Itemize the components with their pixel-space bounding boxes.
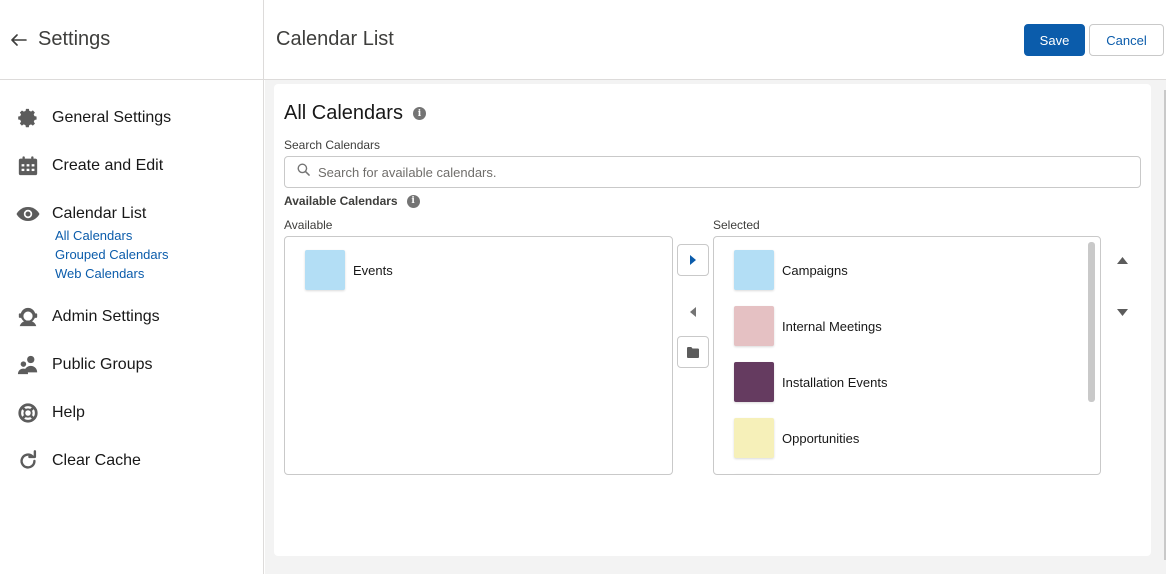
move-to-available-button[interactable] (677, 296, 709, 328)
cancel-button[interactable]: Cancel (1089, 24, 1164, 56)
available-label: Available (284, 218, 333, 232)
subnav-grouped-calendars[interactable]: Grouped Calendars (55, 247, 169, 262)
back-arrow-icon[interactable] (10, 31, 28, 49)
calendar-color-swatch (734, 306, 774, 346)
search-input[interactable] (318, 164, 1098, 180)
list-item[interactable]: Campaigns (714, 242, 1100, 298)
list-item-partial[interactable] (714, 466, 1100, 475)
page-header: Calendar List Save Cancel (264, 0, 1166, 80)
selected-label: Selected (713, 218, 760, 232)
sidebar-item-clear-cache[interactable]: Clear Cache (0, 437, 263, 485)
calendar-icon (16, 154, 40, 178)
main-content: All Calendars i Search Calendars Availab… (265, 80, 1166, 574)
move-down-button[interactable] (1106, 296, 1138, 328)
eye-icon (16, 202, 40, 226)
sidebar-item-label: Create and Edit (52, 157, 164, 174)
calendar-color-swatch (734, 474, 774, 475)
calendar-name: Opportunities (782, 430, 860, 446)
sidebar-item-calendar-list[interactable]: Calendar List (0, 190, 263, 238)
all-calendars-card: All Calendars i Search Calendars Availab… (274, 84, 1151, 556)
sidebar-item-label: Public Groups (52, 356, 153, 373)
search-label: Search Calendars (284, 138, 381, 152)
sidebar-header: Settings (0, 0, 263, 80)
user-admin-icon (16, 305, 40, 329)
subnav-all-calendars[interactable]: All Calendars (55, 228, 133, 243)
calendar-color-swatch (734, 362, 774, 402)
move-to-selected-button[interactable] (677, 244, 709, 276)
available-listbox[interactable]: Events (284, 236, 673, 475)
move-up-button[interactable] (1106, 244, 1138, 276)
caret-down-icon (1116, 308, 1128, 316)
list-item[interactable]: Internal Meetings (714, 298, 1100, 354)
calendar-color-swatch (734, 250, 774, 290)
selected-list: Campaigns Internal Meetings Installation… (714, 237, 1100, 475)
selected-scrollbar-thumb[interactable] (1088, 242, 1095, 402)
calendar-name: Campaigns (782, 262, 848, 278)
save-button[interactable]: Save (1024, 24, 1085, 56)
sidebar-item-label: Calendar List (52, 205, 147, 222)
refresh-icon (16, 449, 40, 473)
page-scrollbar[interactable] (1164, 90, 1166, 560)
selected-scrollbar-track (1088, 239, 1098, 472)
card-title-text: All Calendars (284, 102, 403, 124)
subnav-web-calendars[interactable]: Web Calendars (55, 266, 145, 281)
info-icon[interactable]: i (412, 107, 426, 120)
lifebuoy-icon (16, 401, 40, 425)
sidebar-item-create-and-edit[interactable]: Create and Edit (0, 142, 263, 190)
sidebar-item-label: Help (52, 404, 85, 421)
card-title: All Calendars i (284, 102, 426, 125)
search-icon (297, 163, 310, 181)
calendar-color-swatch (734, 418, 774, 458)
list-item[interactable]: Installation Events (714, 354, 1100, 410)
calendar-color-swatch (305, 250, 345, 290)
gear-icon (16, 106, 40, 130)
info-icon[interactable]: i (406, 194, 420, 208)
sidebar-item-label: Clear Cache (52, 452, 141, 469)
sidebar-nav: General Settings Create and Edit Calenda… (0, 80, 263, 485)
sidebar-title: Settings (38, 28, 111, 50)
sidebar-item-label: Admin Settings (52, 308, 160, 325)
sidebar-item-label: General Settings (52, 109, 172, 126)
folder-button[interactable] (677, 336, 709, 368)
folder-icon (687, 346, 699, 358)
calendar-name: Internal Meetings (782, 318, 882, 334)
available-calendars-title: Available Calendars i (284, 194, 420, 208)
calendar-list-subnav: All Calendars Grouped Calendars Web Cale… (0, 226, 263, 283)
caret-up-icon (1116, 256, 1128, 264)
sidebar-item-public-groups[interactable]: Public Groups (0, 341, 263, 389)
sidebar-item-admin-settings[interactable]: Admin Settings (0, 293, 263, 341)
selected-listbox[interactable]: Campaigns Internal Meetings Installation… (713, 236, 1101, 475)
list-item[interactable]: Opportunities (714, 410, 1100, 466)
settings-sidebar: Settings General Settings Create and Edi… (0, 0, 264, 574)
page-title: Calendar List (276, 28, 394, 50)
sidebar-item-general-settings[interactable]: General Settings (0, 94, 263, 142)
list-item[interactable]: Events (285, 242, 672, 298)
groups-icon (16, 353, 40, 377)
caret-left-icon (690, 307, 696, 317)
calendar-name: Installation Events (782, 374, 888, 390)
search-box[interactable] (284, 156, 1141, 188)
calendar-name: Events (353, 262, 393, 278)
sidebar-item-help[interactable]: Help (0, 389, 263, 437)
available-calendars-label: Available Calendars (284, 194, 398, 208)
caret-right-icon (690, 255, 696, 265)
